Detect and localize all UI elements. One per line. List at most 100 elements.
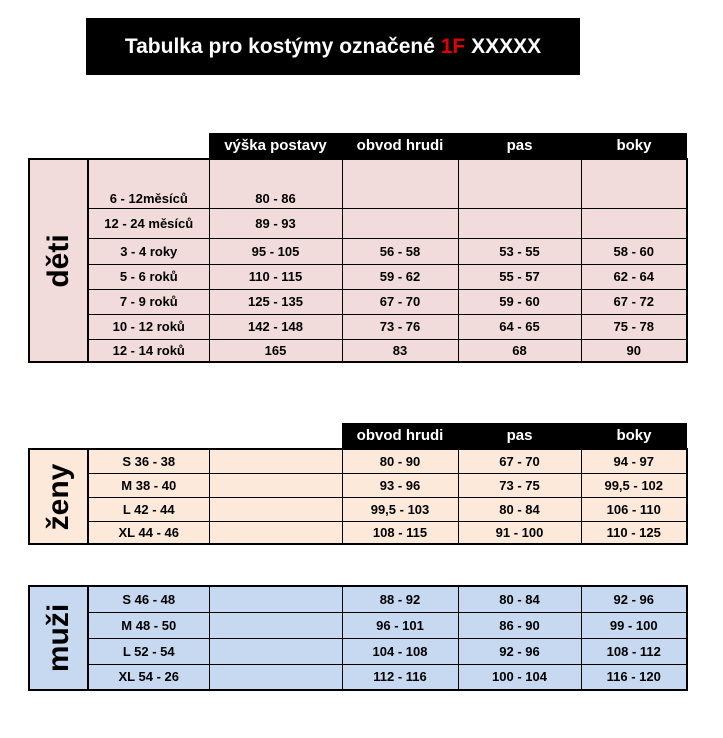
measurement-cell: 93 - 96 bbox=[341, 472, 459, 498]
measurement-cell: 55 - 57 bbox=[457, 263, 582, 290]
column-header: pas bbox=[458, 133, 581, 159]
measurement-cell: 112 - 116 bbox=[341, 663, 459, 691]
column-header: boky bbox=[581, 423, 687, 449]
size-label: 5 - 6 roků bbox=[87, 263, 210, 290]
measurement-cell: 53 - 55 bbox=[457, 237, 582, 265]
measurement-cell: 110 - 115 bbox=[208, 263, 343, 290]
measurement-cell bbox=[457, 158, 582, 209]
measurement-cell: 116 - 120 bbox=[580, 663, 688, 691]
measurement-cell bbox=[341, 207, 459, 239]
column-header: obvod hrudi bbox=[342, 423, 458, 449]
zeny-size-table: obvod hrudi pas boky ženy S 36 - 38 80 - 90 67… bbox=[28, 423, 688, 545]
column-header: obvod hrudi bbox=[342, 133, 458, 159]
header-blank bbox=[29, 133, 209, 159]
table-row: 5 - 6 roků 110 - 115 59 - 62 55 - 57 62 - 64 bbox=[29, 263, 688, 290]
group-label-text: děti bbox=[41, 233, 75, 288]
table-row: 7 - 9 roků 125 - 135 67 - 70 59 - 60 67 - 72 bbox=[29, 288, 688, 315]
measurement-cell: 67 - 70 bbox=[341, 288, 459, 315]
table-row: M 38 - 40 93 - 96 73 - 75 99,5 - 102 bbox=[29, 472, 688, 498]
measurement-cell: 59 - 62 bbox=[341, 263, 459, 290]
table-row: XL 44 - 46 108 - 115 91 - 100 110 - 125 bbox=[29, 520, 688, 545]
size-label: 12 - 24 měsíců bbox=[87, 207, 210, 239]
size-label: 3 - 4 roky bbox=[87, 237, 210, 265]
measurement-cell: 91 - 100 bbox=[457, 520, 582, 545]
table-row: 3 - 4 roky 95 - 105 56 - 58 53 - 55 58 - 60 bbox=[29, 237, 688, 265]
measurement-cell: 73 - 76 bbox=[341, 313, 459, 340]
measurement-cell bbox=[341, 158, 459, 209]
group-label: muži bbox=[28, 585, 89, 691]
measurement-cell: 80 - 86 bbox=[208, 158, 343, 209]
measurement-cell bbox=[208, 472, 343, 498]
table-row: muži S 46 - 48 88 - 92 80 - 84 92 - 96 bbox=[28, 585, 688, 691]
column-header: boky bbox=[581, 133, 687, 159]
size-label: M 48 - 50 bbox=[87, 611, 210, 639]
measurement-cell: 99 - 100 bbox=[580, 611, 688, 639]
measurement-cell: 89 - 93 bbox=[208, 207, 343, 239]
measurement-cell: 99,5 - 102 bbox=[580, 472, 688, 498]
measurement-cell bbox=[208, 637, 343, 665]
size-label: M 38 - 40 bbox=[87, 472, 210, 498]
measurement-cell: 88 - 92 bbox=[341, 585, 459, 613]
measurement-cell: 59 - 60 bbox=[457, 288, 582, 315]
measurement-cell: 106 - 110 bbox=[580, 496, 688, 522]
measurement-cell bbox=[208, 496, 343, 522]
size-label: L 42 - 44 bbox=[87, 496, 210, 522]
size-label: XL 44 - 46 bbox=[87, 520, 210, 545]
measurement-cell: 165 bbox=[208, 338, 343, 363]
table-row: L 42 - 44 99,5 - 103 80 - 84 106 - 110 bbox=[29, 496, 688, 522]
title-suffix: XXXXX bbox=[465, 34, 542, 58]
measurement-cell: 75 - 78 bbox=[580, 313, 688, 340]
size-label: S 46 - 48 bbox=[87, 585, 210, 613]
table-row: děti 6 - 12měsíců 80 - 86 bbox=[28, 158, 688, 363]
measurement-cell: 73 - 75 bbox=[457, 472, 582, 498]
column-header: výška postavy bbox=[209, 133, 342, 159]
measurement-cell bbox=[457, 207, 582, 239]
table-row: 12 - 14 roků 165 83 68 90 bbox=[29, 338, 688, 363]
table-row: ženy S 36 - 38 80 - 90 67 - 70 94 - 97 bbox=[28, 448, 688, 545]
measurement-cell: 125 - 135 bbox=[208, 288, 343, 315]
measurement-cell: 108 - 115 bbox=[341, 520, 459, 545]
group-label-text: muži bbox=[41, 603, 75, 673]
size-label: 12 - 14 roků bbox=[87, 338, 210, 363]
measurement-cell bbox=[208, 663, 343, 691]
size-label: S 36 - 38 bbox=[87, 448, 210, 474]
group-label: ženy bbox=[28, 448, 89, 545]
size-label: 10 - 12 roků bbox=[87, 313, 210, 340]
measurement-cell bbox=[580, 158, 688, 209]
size-label: 7 - 9 roků bbox=[87, 288, 210, 315]
measurement-cell: 90 bbox=[580, 338, 688, 363]
measurement-cell: 142 - 148 bbox=[208, 313, 343, 340]
table-row: XL 54 - 26 112 - 116 100 - 104 116 - 120 bbox=[29, 663, 688, 691]
measurement-cell: 56 - 58 bbox=[341, 237, 459, 265]
measurement-cell: 95 - 105 bbox=[208, 237, 343, 265]
title-code: 1F bbox=[440, 34, 466, 58]
table-row: L 52 - 54 104 - 108 92 - 96 108 - 112 bbox=[29, 637, 688, 665]
page-title: Tabulka pro kostýmy označené 1F XXXXX bbox=[86, 18, 580, 75]
measurement-cell: 83 bbox=[341, 338, 459, 363]
measurement-cell: 100 - 104 bbox=[457, 663, 582, 691]
measurement-cell: 94 - 97 bbox=[580, 448, 688, 474]
measurement-cell: 92 - 96 bbox=[457, 637, 582, 665]
table-row: M 48 - 50 96 - 101 86 - 90 99 - 100 bbox=[29, 611, 688, 639]
measurement-cell: 108 - 112 bbox=[580, 637, 688, 665]
measurement-cell: 96 - 101 bbox=[341, 611, 459, 639]
title-text: Tabulka pro kostýmy označené bbox=[124, 34, 441, 58]
measurement-cell: 67 - 70 bbox=[457, 448, 582, 474]
measurement-cell: 67 - 72 bbox=[580, 288, 688, 315]
deti-size-table: výška postavy obvod hrudi pas boky děti 6 - 1… bbox=[28, 133, 688, 363]
measurement-cell bbox=[580, 207, 688, 239]
measurement-cell: 92 - 96 bbox=[580, 585, 688, 613]
measurement-cell: 104 - 108 bbox=[341, 637, 459, 665]
size-label: L 52 - 54 bbox=[87, 637, 210, 665]
column-header bbox=[209, 423, 342, 449]
measurement-cell bbox=[208, 448, 343, 474]
size-label: 6 - 12měsíců bbox=[87, 158, 210, 209]
muzi-size-table: muži S 46 - 48 88 - 92 80 - 84 92 - 96 M 48 -… bbox=[28, 585, 688, 691]
measurement-cell: 64 - 65 bbox=[457, 313, 582, 340]
column-header: pas bbox=[458, 423, 581, 449]
table-row: 12 - 24 měsíců 89 - 93 bbox=[29, 207, 688, 239]
size-label: XL 54 - 26 bbox=[87, 663, 210, 691]
table-row: 10 - 12 roků 142 - 148 73 - 76 64 - 65 75 - … bbox=[29, 313, 688, 340]
measurement-cell: 80 - 84 bbox=[457, 585, 582, 613]
measurement-cell bbox=[208, 520, 343, 545]
